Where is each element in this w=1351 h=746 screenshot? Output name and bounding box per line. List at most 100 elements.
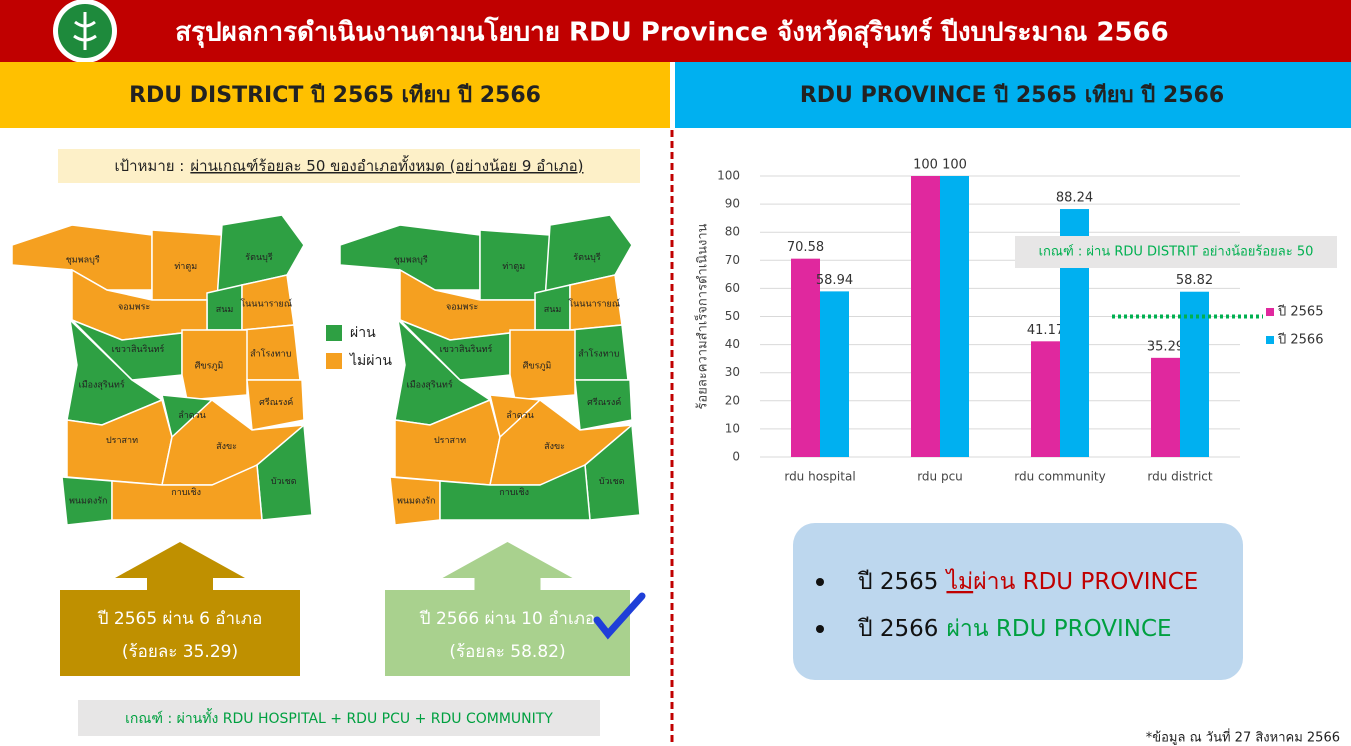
district-label: ลำดวน — [178, 410, 206, 421]
target-text: ผ่านเกณฑ์ร้อยละ 50 ของอำเภอทั้งหมด (อย่า… — [190, 155, 583, 175]
bar — [911, 176, 940, 457]
district-label: จอมพระ — [118, 303, 150, 313]
district-label: กาบเชิง — [499, 487, 529, 498]
bullet — [816, 625, 824, 633]
district-label: กาบเชิง — [171, 487, 201, 498]
district — [339, 224, 481, 291]
district-label: ปราสาท — [106, 436, 138, 446]
district-label: สนม — [216, 305, 234, 315]
bar — [940, 176, 969, 457]
bar-chart: 0 10 20 30 40 50 60 70 80 90 100 ร้อยละความสำเร็จกา… — [693, 158, 1337, 484]
data-label: 100 — [942, 158, 967, 173]
x-tick-label: rdu district — [1147, 470, 1213, 484]
check-mark — [593, 592, 646, 640]
legend-swatch — [1266, 308, 1274, 316]
header-bar — [0, 0, 1351, 62]
data-label: 41.17 — [1027, 323, 1064, 338]
summary-text: ผ่าน RDU PROVINCE — [973, 569, 1198, 595]
district-label: จอมพระ — [446, 303, 478, 313]
district-label: เขวาสินรินทร์ — [112, 343, 165, 355]
summary-year: ปี 2565 — [857, 569, 938, 595]
data-label: 70.58 — [787, 240, 824, 255]
district-label: ท่าตูม — [502, 262, 525, 272]
result-box — [60, 590, 300, 676]
district-label: สำโรงทาบ — [578, 348, 620, 359]
district-label: ปราสาท — [434, 436, 466, 446]
up-arrow — [442, 542, 573, 590]
data-label: 35.29 — [1147, 339, 1184, 354]
legend-label: ไม่ผ่าน — [349, 352, 392, 369]
legend-swatch — [326, 353, 342, 369]
bar — [820, 291, 849, 457]
bar — [791, 258, 820, 457]
right-title: RDU PROVINCE ปี 2565 เทียบ ปี 2566 — [800, 83, 1224, 108]
bullet — [816, 578, 824, 586]
y-tick-label: 80 — [725, 225, 740, 239]
district-label: สังขะ — [216, 442, 237, 452]
right-header — [675, 62, 1351, 128]
target-label: เป้าหมาย : — [114, 157, 184, 175]
y-tick-label: 60 — [725, 281, 740, 295]
district — [181, 329, 248, 401]
left-title: RDU DISTRICT ปี 2565 เทียบ ปี 2566 — [129, 83, 541, 108]
header-title: สรุปผลการดำเนินงานตามนโยบาย RDU Province… — [175, 16, 1168, 49]
legend-swatch — [1266, 336, 1274, 344]
district — [246, 379, 305, 431]
summary-text: ผ่าน RDU PROVINCE — [946, 616, 1171, 642]
district-label: พนมดงรัก — [397, 496, 436, 506]
district-label: เมืองสุรินทร์ — [79, 379, 125, 391]
district-label: เขวาสินรินทร์ — [440, 343, 493, 355]
district-label: ลำดวน — [506, 410, 534, 421]
maps: ชุมพลบุรีท่าตูม รัตนบุรีสนม โนนนารายณ์จอมพ… — [11, 214, 641, 526]
district-label: บัวเชด — [271, 477, 297, 487]
district — [574, 379, 633, 431]
district-label: โนนนารายณ์ — [240, 297, 292, 309]
legend-label: ผ่าน — [350, 325, 376, 341]
data-label: 58.94 — [816, 273, 853, 288]
result-line: ปี 2566 ผ่าน 10 อำเภอ — [419, 609, 595, 629]
y-tick-label: 0 — [732, 450, 740, 464]
district-label: เมืองสุรินทร์ — [407, 379, 453, 391]
summary-line: ปี 2566 ผ่าน RDU PROVINCE — [857, 616, 1171, 642]
district-label: ชุมพลบุรี — [66, 255, 100, 266]
result-line: (ร้อยละ 58.82) — [449, 642, 565, 662]
threshold-box — [1015, 236, 1337, 268]
result-line: (ร้อยละ 35.29) — [122, 642, 238, 662]
district-label: บัวเชด — [599, 477, 625, 487]
left-header — [0, 62, 670, 128]
legend-label: ปี 2566 — [1277, 332, 1323, 348]
district-label: ศีขรภูมิ — [195, 361, 224, 372]
summary-box — [793, 523, 1243, 680]
district-label: โนนนารายณ์ — [568, 297, 620, 309]
district-label: พนมดงรัก — [69, 496, 108, 506]
district-label: รัตนบุรี — [245, 252, 273, 263]
legend-label: ปี 2565 — [1277, 304, 1323, 320]
y-tick-label: 90 — [725, 197, 740, 211]
district-label: ศรีณรงค์ — [587, 396, 621, 408]
district-label: รัตนบุรี — [573, 252, 601, 263]
footnote: *ข้อมูล ณ วันที่ 27 สิงหาคม 2566 — [1146, 729, 1340, 746]
target-box — [58, 149, 640, 183]
result-boxes: ปี 2565 ผ่าน 6 อำเภอ (ร้อยละ 35.29) ปี 256… — [60, 542, 630, 676]
district-label: ศีขรภูมิ — [523, 361, 552, 372]
y-axis-label: ร้อยละความสำเร็จการดำเนินงาน — [693, 223, 711, 409]
x-tick-label: rdu hospital — [784, 470, 855, 484]
threshold-label: เกณฑ์ : ผ่าน RDU DISTRIT อย่างน้อยร้อยละ… — [1039, 244, 1314, 260]
bar — [1151, 357, 1180, 457]
bar — [1031, 341, 1060, 457]
logo-icon — [73, 12, 97, 50]
summary: ปี 2565 ไม่ผ่าน RDU PROVINCE ปี 2566 ผ่าน R… — [816, 568, 1198, 642]
summary-year: ปี 2566 — [857, 616, 938, 642]
legend-swatch — [326, 325, 342, 341]
criteria: เกณฑ์ : ผ่านทั้ง RDU HOSPITAL + RDU PCU … — [125, 708, 553, 727]
district-label: สำโรงทาบ — [250, 348, 292, 359]
y-tick-label: 50 — [725, 309, 740, 323]
result-box — [385, 590, 630, 676]
summary-line: ปี 2565 ไม่ผ่าน RDU PROVINCE — [857, 568, 1198, 595]
x-tick-label: rdu community — [1014, 470, 1105, 484]
district — [111, 463, 263, 521]
district — [11, 224, 153, 291]
summary-mark: ไม่ — [944, 568, 973, 595]
district — [509, 329, 576, 401]
